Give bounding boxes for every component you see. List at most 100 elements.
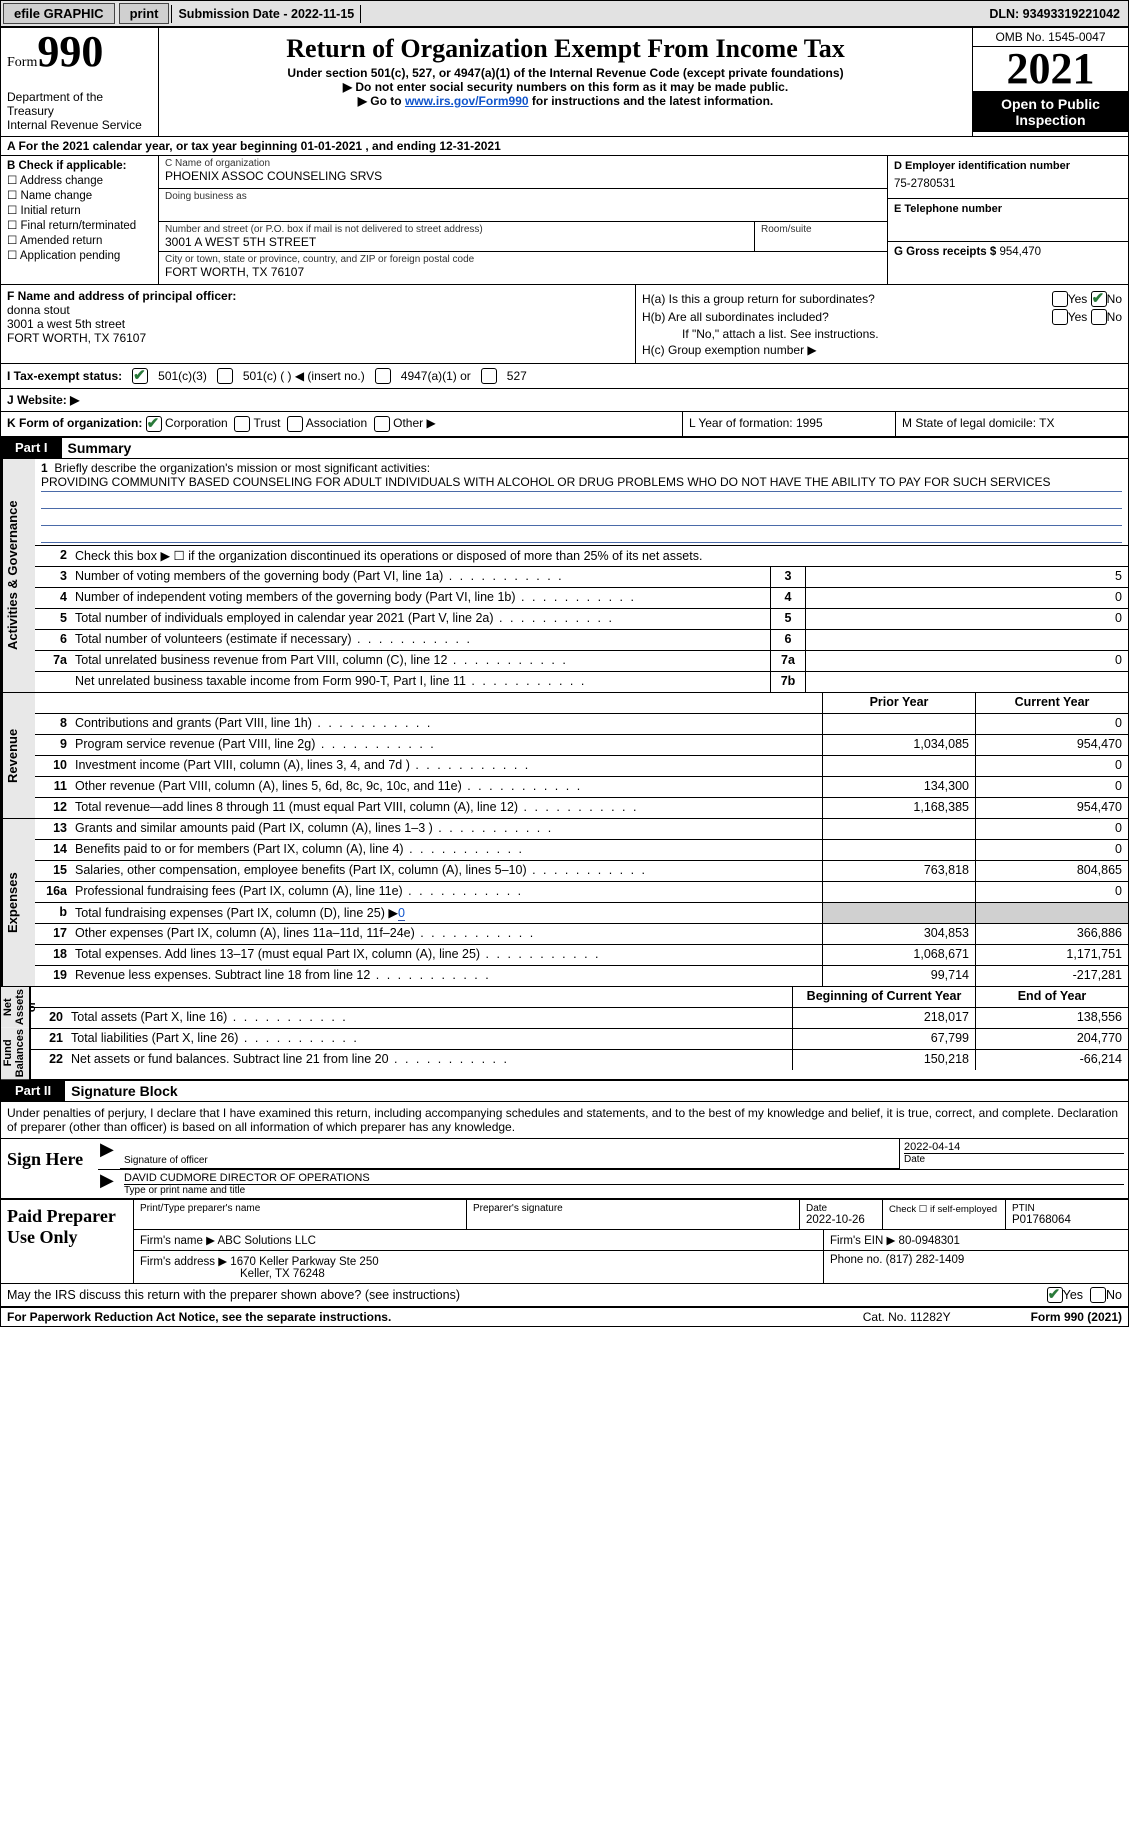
suite-label: Room/suite <box>761 224 881 235</box>
table-row: 22Net assets or fund balances. Subtract … <box>31 1050 1128 1070</box>
col-b-checkboxes: B Check if applicable: ☐ Address change … <box>1 156 159 284</box>
hdr-beg: Beginning of Current Year <box>792 987 975 1007</box>
chk-initial[interactable]: Initial return <box>21 205 81 217</box>
i-4947[interactable] <box>375 368 391 384</box>
gross-value: 954,470 <box>999 246 1041 258</box>
side-revenue: Revenue <box>1 693 35 818</box>
prep-self-employed[interactable]: Check ☐ if self-employed <box>889 1204 997 1215</box>
city-label: City or town, state or province, country… <box>165 254 881 265</box>
table-row: 5Total number of individuals employed in… <box>35 609 1128 630</box>
firm-name: ABC Solutions LLC <box>218 1235 316 1247</box>
top-bar: efile GRAPHIC print Submission Date - 20… <box>0 0 1129 27</box>
hc-label: H(c) Group exemption number ▶ <box>642 343 1122 357</box>
i-501c3[interactable] <box>132 368 148 384</box>
mission-text: PROVIDING COMMUNITY BASED COUNSELING FOR… <box>41 475 1122 492</box>
officer-name: donna stout <box>7 303 70 317</box>
firm-name-label: Firm's name ▶ <box>140 1235 215 1247</box>
k-other[interactable] <box>374 416 390 432</box>
name-title-label: Type or print name and title <box>124 1185 1124 1196</box>
cat-no: Cat. No. 11282Y <box>863 1310 951 1324</box>
form-word: Form <box>7 55 37 70</box>
chk-amended[interactable]: Amended return <box>20 235 102 247</box>
side-activities: Activities & Governance <box>1 459 35 692</box>
firm-addr1: 1670 Keller Parkway Ste 250 <box>230 1256 378 1268</box>
table-row: bTotal fundraising expenses (Part IX, co… <box>35 903 1128 924</box>
chk-address[interactable]: Address change <box>20 175 103 187</box>
hdr-end: End of Year <box>975 987 1128 1007</box>
officer-addr1: 3001 a west 5th street <box>7 317 125 331</box>
firm-addr2: Keller, TX 76248 <box>240 1268 325 1280</box>
hb-note: If "No," attach a list. See instructions… <box>642 327 1122 341</box>
dln: DLN: 93493319221042 <box>981 5 1128 23</box>
side-expenses: Expenses <box>1 819 35 986</box>
hb-no[interactable] <box>1091 309 1107 325</box>
side-na1: Net Assets or <box>1 987 29 1027</box>
hb-label: H(b) Are all subordinates included? <box>642 310 1052 324</box>
table-row: Net unrelated business taxable income fr… <box>35 672 1128 692</box>
irs-link[interactable]: www.irs.gov/Form990 <box>405 94 529 108</box>
discuss-label: May the IRS discuss this return with the… <box>7 1288 460 1302</box>
ha-yes[interactable] <box>1052 291 1068 307</box>
print-button[interactable]: print <box>119 3 170 24</box>
chk-final[interactable]: Final return/terminated <box>21 220 137 232</box>
table-row: 15Salaries, other compensation, employee… <box>35 861 1128 882</box>
sig-date: 2022-04-14 <box>904 1141 1124 1153</box>
sign-here-label: Sign Here <box>1 1139 98 1198</box>
phone-label: E Telephone number <box>894 203 1122 215</box>
table-row: 14Benefits paid to or for members (Part … <box>35 840 1128 861</box>
k-label: K Form of organization: <box>7 416 142 430</box>
table-row: 9Program service revenue (Part VIII, lin… <box>35 735 1128 756</box>
i-527[interactable] <box>481 368 497 384</box>
table-row: 19Revenue less expenses. Subtract line 1… <box>35 966 1128 986</box>
subtitle-1: Under section 501(c), 527, or 4947(a)(1)… <box>167 66 964 80</box>
subtitle-2: ▶ Do not enter social security numbers o… <box>167 80 964 94</box>
table-row: 8Contributions and grants (Part VIII, li… <box>35 714 1128 735</box>
table-row: 17Other expenses (Part IX, column (A), l… <box>35 924 1128 945</box>
row-j-website: J Website: ▶ <box>1 389 1128 412</box>
discuss-no[interactable] <box>1090 1287 1106 1303</box>
table-row: 6Total number of volunteers (estimate if… <box>35 630 1128 651</box>
officer-label: F Name and address of principal officer: <box>7 289 236 303</box>
chk-application[interactable]: Application pending <box>20 250 120 262</box>
form-title: Return of Organization Exempt From Incom… <box>167 34 964 64</box>
firm-phone: (817) 282-1409 <box>886 1254 965 1266</box>
table-row: 12Total revenue—add lines 8 through 11 (… <box>35 798 1128 818</box>
prep-name-label: Print/Type preparer's name <box>140 1203 460 1214</box>
part2-header: Part II <box>1 1081 65 1101</box>
table-row: 3Number of voting members of the governi… <box>35 567 1128 588</box>
b-label: B Check if applicable: <box>7 160 127 172</box>
part1-header: Part I <box>1 438 62 458</box>
sig-officer-label: Signature of officer <box>124 1155 895 1166</box>
discuss-yes[interactable] <box>1047 1287 1063 1303</box>
table-row: 4Number of independent voting members of… <box>35 588 1128 609</box>
irs-label: Internal Revenue Service <box>7 118 152 132</box>
table-row: 11Other revenue (Part VIII, column (A), … <box>35 777 1128 798</box>
street-value: 3001 A WEST 5TH STREET <box>165 235 748 249</box>
side-na2: Fund Balances <box>1 1027 29 1079</box>
ha-no[interactable] <box>1091 291 1107 307</box>
arrow-icon: ▶ <box>98 1170 120 1198</box>
officer-addr2: FORT WORTH, TX 76107 <box>7 331 146 345</box>
table-row: 16aProfessional fundraising fees (Part I… <box>35 882 1128 903</box>
org-name: PHOENIX ASSOC COUNSELING SRVS <box>165 169 881 183</box>
prep-date: 2022-10-26 <box>806 1214 865 1226</box>
k-trust[interactable] <box>234 416 250 432</box>
form-number: 990 <box>37 27 103 76</box>
efile-button[interactable]: efile GRAPHIC <box>3 3 115 24</box>
chk-name[interactable]: Name change <box>21 190 93 202</box>
hb-yes[interactable] <box>1052 309 1068 325</box>
k-corp[interactable] <box>146 416 162 432</box>
street-label: Number and street (or P.O. box if mail i… <box>165 224 748 235</box>
org-name-label: C Name of organization <box>165 158 881 169</box>
l1-label: Briefly describe the organization's miss… <box>54 461 430 475</box>
k-assoc[interactable] <box>287 416 303 432</box>
tax-year: 2021 <box>973 47 1128 92</box>
pra-notice: For Paperwork Reduction Act Notice, see … <box>7 1310 391 1324</box>
prep-sig-label: Preparer's signature <box>473 1203 793 1214</box>
goto-suffix: for instructions and the latest informat… <box>529 94 774 108</box>
firm-ein: 80-0948301 <box>899 1235 960 1247</box>
city-value: FORT WORTH, TX 76107 <box>165 265 881 279</box>
open-inspection: Open to Public Inspection <box>973 92 1128 132</box>
i-501c[interactable] <box>217 368 233 384</box>
paid-preparer-label: Paid Preparer Use Only <box>1 1200 134 1283</box>
